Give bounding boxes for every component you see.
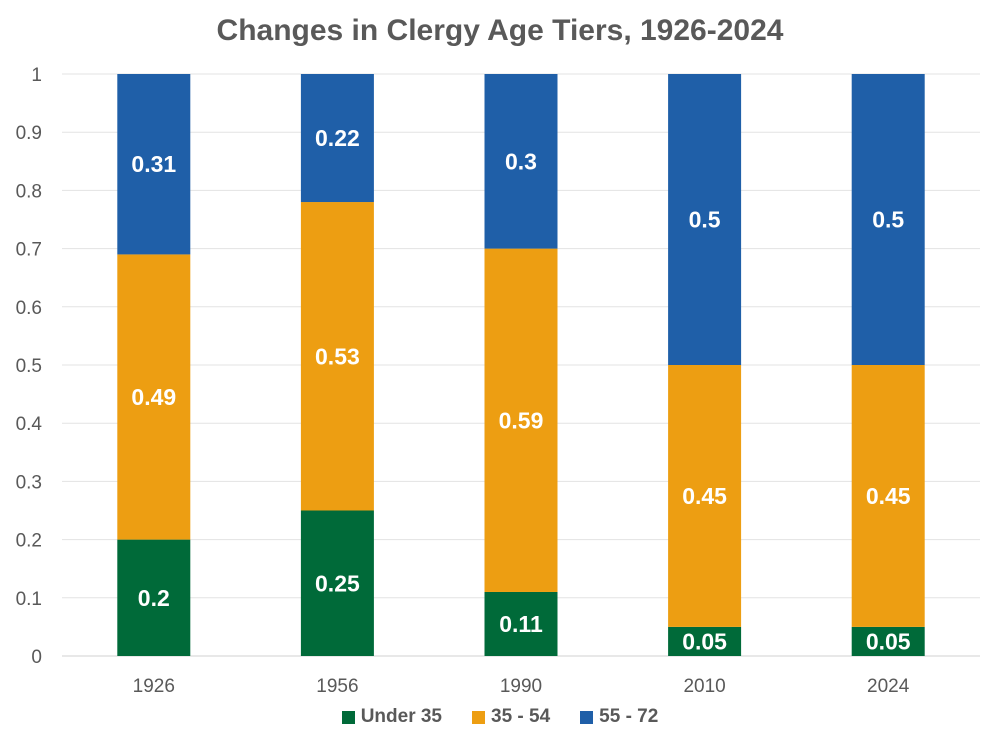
bar-segment [851, 365, 925, 627]
data-label: 0.59 [499, 407, 544, 433]
y-tick-label: 0.1 [16, 589, 42, 610]
y-axis: 0 0.1 0.2 0.3 0.4 0.5 0.6 0.7 0.8 0.9 1 [16, 65, 43, 668]
legend-item-55-72: 55 - 72 [580, 706, 658, 728]
chart-title: Changes in Clergy Age Tiers, 1926-2024 [216, 14, 784, 47]
bar-segment [668, 365, 742, 627]
y-tick-label: 0 [31, 647, 42, 668]
data-label: 0.11 [499, 611, 543, 637]
data-label: 0.05 [866, 628, 911, 654]
data-label: 0.5 [689, 207, 721, 233]
legend-swatch [472, 710, 485, 724]
data-label: 0.31 [131, 151, 176, 177]
bar-segment [117, 74, 191, 255]
legend-label: Under 35 [360, 706, 442, 727]
bars [117, 74, 925, 656]
data-label: 0.45 [682, 483, 727, 509]
x-tick-label: 1956 [316, 676, 358, 697]
data-label: 0.53 [315, 343, 360, 369]
legend-label: 55 - 72 [599, 706, 659, 727]
data-label: 0.49 [131, 384, 176, 410]
y-tick-label: 0.2 [16, 531, 42, 552]
y-tick-label: 0.3 [16, 472, 42, 493]
data-label: 0.05 [682, 628, 727, 654]
bar-segment [117, 539, 191, 656]
bar-segment [484, 248, 558, 592]
bar-segment [851, 74, 925, 365]
x-tick-label: 2024 [867, 676, 910, 697]
x-tick-label: 2010 [683, 676, 725, 697]
bar-segment [300, 510, 374, 656]
legend-item-35-54: 35 - 54 [472, 706, 550, 728]
data-label: 0.5 [872, 207, 904, 233]
legend: Under 35 35 - 54 55 - 72 [0, 706, 1000, 728]
bar-segment [300, 202, 374, 511]
y-tick-label: 0.9 [16, 123, 42, 144]
bar-segment [300, 74, 374, 203]
data-label: 0.25 [315, 570, 360, 596]
data-label: 0.45 [866, 483, 911, 509]
data-label: 0.2 [138, 585, 170, 611]
y-tick-label: 0.6 [16, 298, 42, 319]
bar-segment [484, 74, 558, 249]
y-tick-label: 0.5 [16, 356, 42, 377]
data-label: 0.22 [315, 125, 360, 151]
y-tick-label: 0.7 [16, 240, 42, 261]
data-labels: 0.2 0.49 0.31 0.25 0.53 0.22 0.11 0.59 0.3 0.05 0.… [131, 125, 910, 654]
legend-swatch [341, 710, 355, 724]
bar-segment [484, 591, 558, 656]
y-tick-label: 0.8 [16, 181, 42, 202]
legend-item-under-35: Under 35 [341, 706, 442, 728]
y-tick-label: 0.4 [16, 414, 43, 435]
y-tick-label: 1 [31, 65, 42, 86]
x-tick-label: 1990 [500, 676, 542, 697]
bar-segment [668, 626, 742, 656]
x-tick-label: 1926 [133, 676, 175, 697]
bar-segment [851, 626, 925, 656]
bar-segment [668, 74, 742, 365]
legend-label: 35 - 54 [491, 706, 551, 727]
data-label: 0.3 [505, 148, 537, 174]
x-axis: 1926 1956 1990 2010 2024 [133, 676, 910, 697]
bar-segment [117, 254, 191, 540]
legend-swatch [580, 710, 594, 724]
